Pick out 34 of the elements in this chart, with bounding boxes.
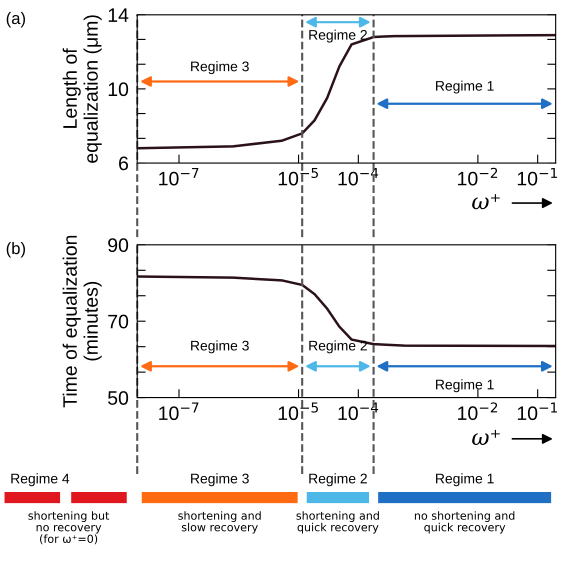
chart-title: (a) — [6, 12, 26, 28]
y-tick-label: 10 — [108, 82, 128, 96]
x-tick-label: 10$^{−2}$ — [458, 402, 498, 420]
category-label: Regime 4 — [11, 473, 70, 486]
y-axis-title: Time of equalization (minutes) — [62, 236, 102, 408]
y-tick-label: 90 — [108, 238, 128, 252]
annotation: Regime 1 — [436, 379, 494, 392]
annotation: Regime 2 — [309, 30, 367, 43]
x-axis-title: ω⁺ — [472, 430, 500, 446]
y-axis-title: Length of equalization (μm) — [62, 15, 102, 163]
x-tick-label: 10$^{−7}$ — [159, 402, 198, 420]
category-label: Regime 2 — [309, 473, 367, 486]
text: no shortening and quick recovery — [414, 511, 514, 534]
x-tick-label: 10$^{−1}$ — [518, 402, 557, 420]
y-tick-label: 14 — [108, 8, 128, 22]
y-tick-label: 50 — [108, 391, 128, 405]
category-label: Regime 1 — [436, 473, 494, 486]
annotation: Regime 3 — [191, 340, 249, 354]
y-tick-label: 70 — [108, 314, 128, 328]
chart-title: (b) — [6, 242, 26, 258]
x-axis-title: ω⁺ — [472, 194, 500, 210]
text: shortening but no recovery (for ω⁺=0) — [28, 511, 110, 544]
text: shortening and slow recovery — [178, 511, 261, 534]
category-label: Regime 3 — [191, 473, 249, 486]
y-tick-label: 6 — [119, 156, 128, 170]
x-tick-label: 10$^{−2}$ — [458, 168, 498, 186]
x-tick-label: 10$^{−7}$ — [159, 168, 198, 186]
annotation: Regime 1 — [436, 80, 494, 94]
x-tick-label: 10$^{−5}$ — [278, 168, 318, 186]
x-tick-label: 10$^{−5}$ — [278, 402, 318, 420]
annotation: Regime 3 — [191, 61, 249, 74]
text: shortening and quick recovery — [296, 511, 379, 534]
annotation: Regime 2 — [309, 340, 367, 354]
x-tick-label: 10$^{−1}$ — [518, 168, 557, 186]
